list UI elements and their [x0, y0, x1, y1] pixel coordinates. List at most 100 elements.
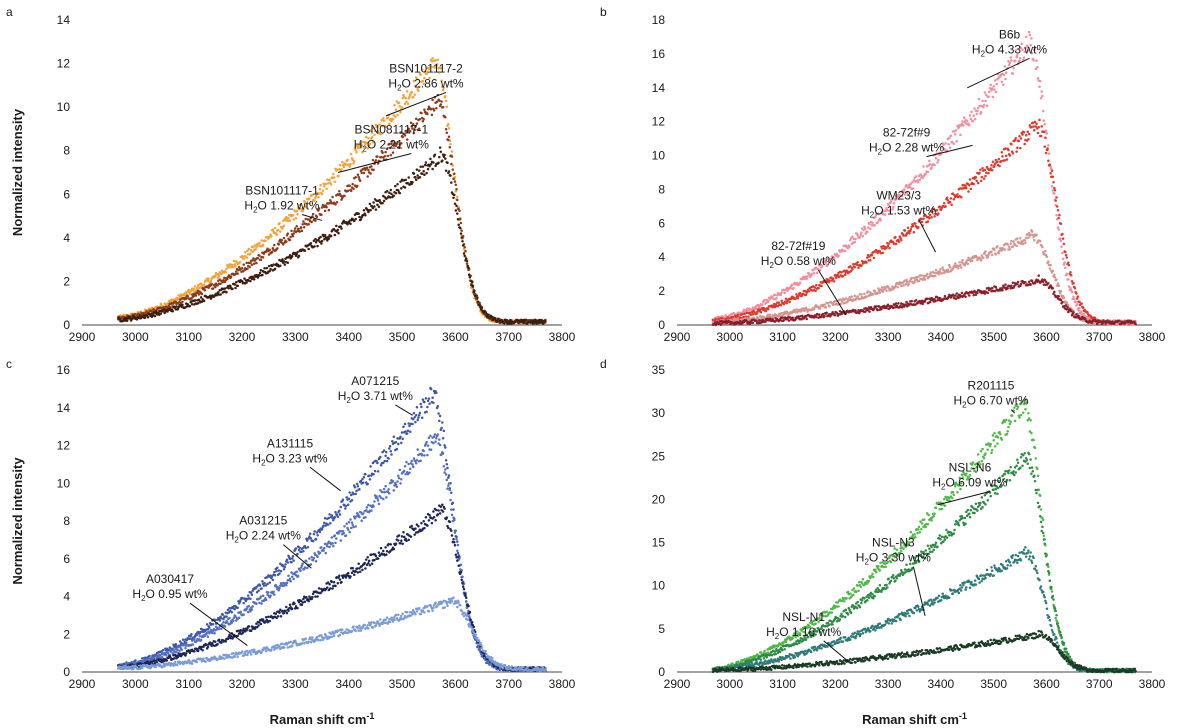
y-axis-title: Normalized intensity — [10, 457, 25, 585]
data-point — [387, 457, 390, 460]
data-point — [411, 418, 415, 421]
data-point — [467, 273, 471, 277]
data-point — [291, 554, 295, 558]
data-point — [815, 284, 818, 287]
data-point — [1086, 310, 1089, 314]
data-point — [1057, 216, 1060, 220]
data-point — [1003, 159, 1007, 162]
data-point — [432, 109, 436, 112]
y-tick-label: 16 — [57, 363, 71, 377]
data-point — [442, 429, 446, 433]
data-point — [271, 228, 275, 231]
data-point — [394, 144, 398, 148]
data-point — [1036, 77, 1040, 80]
data-point — [1041, 245, 1044, 249]
data-point — [1019, 146, 1022, 150]
data-point — [993, 248, 996, 252]
data-point — [305, 204, 308, 207]
data-point — [1044, 136, 1047, 139]
data-point — [450, 181, 453, 184]
data-point — [407, 176, 410, 179]
data-point — [982, 105, 985, 109]
data-point — [268, 248, 272, 252]
data-point — [984, 250, 987, 253]
data-point — [1009, 56, 1012, 59]
data-point — [320, 213, 323, 216]
data-point — [982, 103, 986, 107]
data-point — [909, 228, 913, 231]
data-point — [184, 297, 188, 300]
x-tick-label: 3600 — [442, 677, 469, 691]
y-tick-label: 4 — [63, 231, 70, 245]
data-point — [937, 212, 940, 215]
data-point — [242, 613, 245, 616]
data-point — [454, 183, 458, 187]
data-point — [406, 102, 410, 105]
data-point — [281, 258, 284, 261]
data-point — [273, 570, 276, 574]
data-point — [283, 263, 287, 266]
data-point — [982, 177, 986, 180]
data-point — [349, 493, 353, 497]
data-point — [377, 205, 381, 209]
data-point — [449, 174, 452, 177]
data-point — [1069, 270, 1072, 274]
data-point — [337, 231, 340, 235]
data-point — [1060, 245, 1063, 248]
data-point — [854, 237, 857, 241]
data-point — [1005, 158, 1009, 161]
data-point — [338, 509, 341, 513]
annotation-water: H2O 2.86 wt% — [388, 76, 463, 92]
data-point — [1055, 278, 1058, 282]
data-point — [277, 243, 281, 246]
data-point — [440, 79, 443, 83]
data-point — [933, 163, 936, 167]
y-tick-label: 8 — [63, 514, 70, 528]
data-point — [792, 286, 795, 290]
data-point — [290, 229, 293, 233]
data-point — [339, 194, 343, 198]
panel-letter: b — [600, 5, 607, 19]
data-point — [997, 157, 1001, 161]
data-point — [447, 127, 451, 130]
data-point — [433, 153, 437, 156]
data-point — [1064, 253, 1068, 257]
data-point — [1003, 248, 1007, 251]
data-point — [1001, 155, 1004, 158]
data-point — [442, 86, 446, 90]
data-point — [361, 481, 365, 485]
data-point — [224, 270, 228, 274]
data-point — [976, 106, 980, 110]
data-point — [914, 299, 918, 302]
data-point — [440, 426, 443, 430]
data-point — [421, 165, 425, 168]
data-point — [255, 261, 258, 265]
data-point — [463, 254, 466, 258]
data-point — [323, 185, 326, 188]
series-BSN101117-2 — [117, 56, 547, 325]
data-point — [990, 250, 993, 254]
data-point — [329, 183, 333, 186]
data-point — [962, 116, 966, 119]
data-point — [1059, 239, 1063, 243]
data-point — [278, 586, 281, 590]
data-point — [455, 535, 458, 539]
data-point — [277, 569, 281, 572]
data-point — [984, 99, 987, 103]
data-point — [880, 307, 883, 311]
data-point — [939, 268, 942, 271]
data-point — [418, 117, 422, 121]
data-point — [282, 219, 285, 222]
data-point — [1053, 189, 1057, 192]
data-point — [221, 280, 225, 284]
data-point — [367, 474, 371, 478]
data-point — [234, 270, 238, 273]
data-point — [388, 445, 392, 448]
data-point — [250, 608, 254, 611]
data-point — [251, 605, 254, 608]
data-point — [882, 244, 885, 248]
data-point — [994, 285, 998, 289]
data-point — [1024, 241, 1027, 245]
data-point — [357, 175, 360, 179]
